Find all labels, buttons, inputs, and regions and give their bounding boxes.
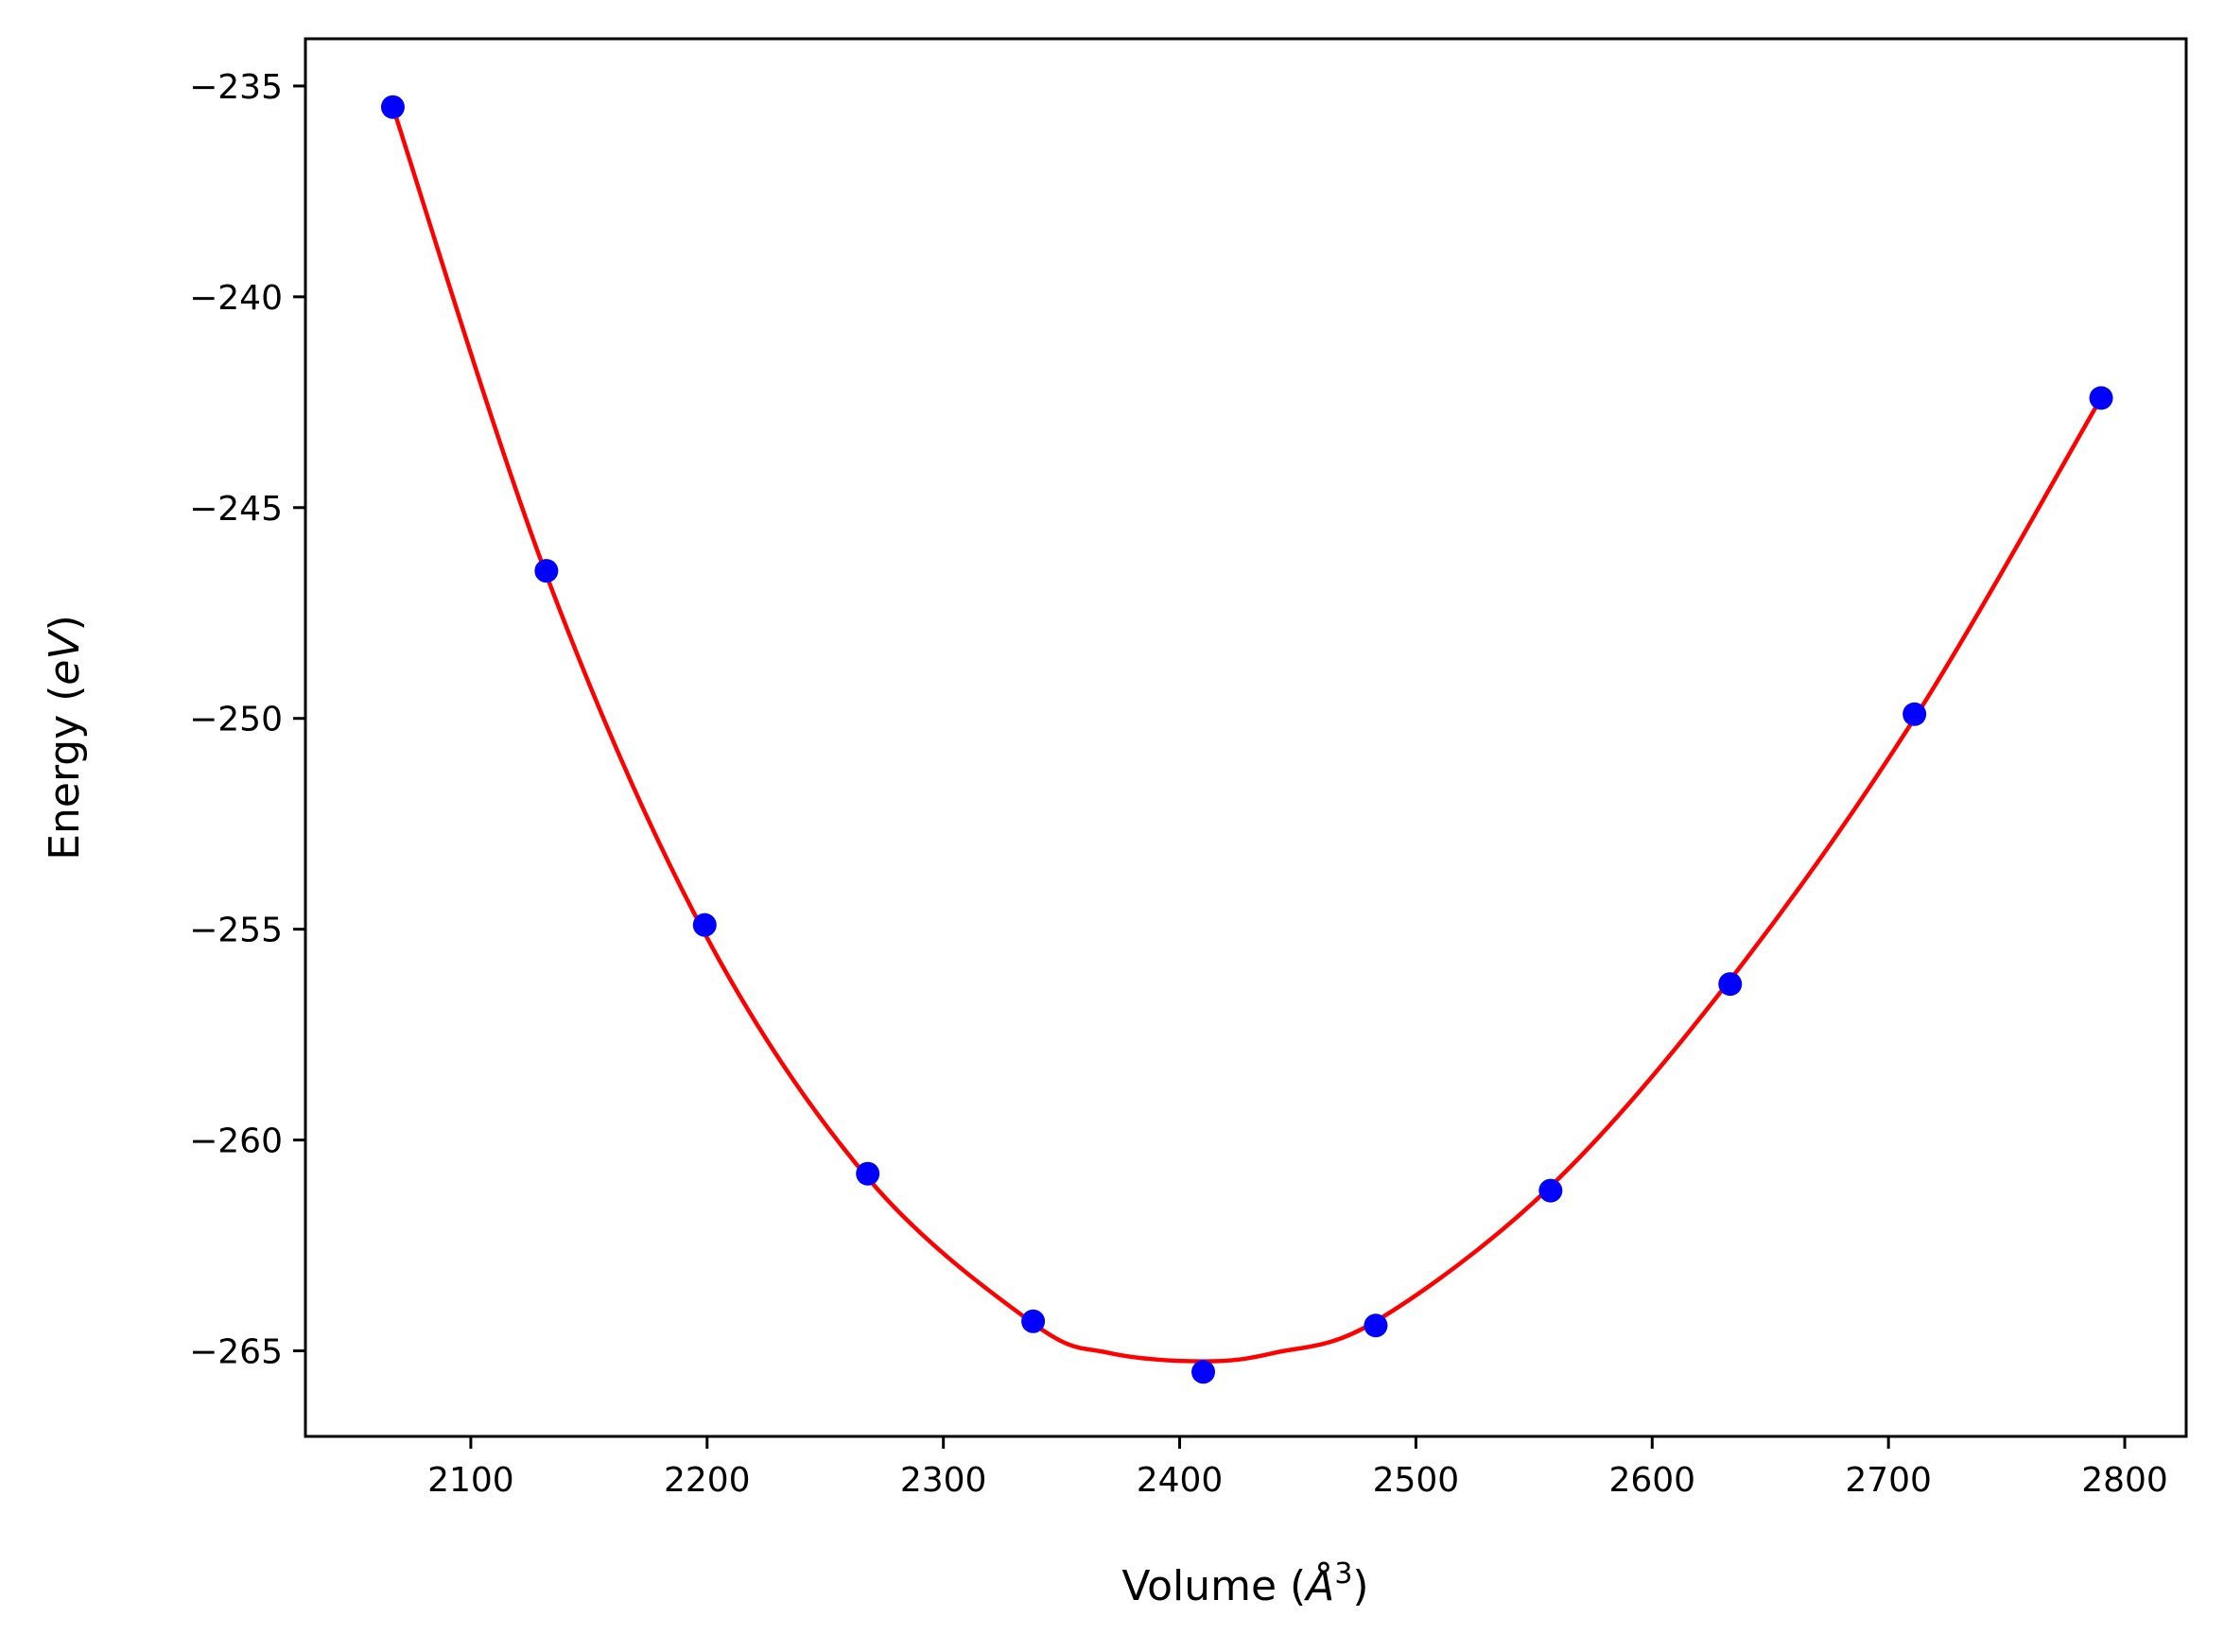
y-axis-label: Energy (eV) — [41, 615, 89, 861]
y-tick-label: −235 — [189, 68, 283, 107]
data-point — [380, 95, 405, 119]
data-point — [534, 559, 559, 583]
data-point — [1364, 1313, 1388, 1338]
plot-background — [305, 39, 2186, 1436]
y-tick-label: −265 — [189, 1332, 283, 1371]
y-tick-label: −245 — [189, 490, 283, 529]
data-point — [856, 1161, 880, 1186]
y-tick-label: −260 — [189, 1122, 283, 1161]
x-tick-label: 2400 — [1137, 1461, 1224, 1500]
data-point — [1903, 702, 1927, 726]
x-tick-label: 2100 — [427, 1461, 514, 1500]
y-tick-label: −255 — [189, 912, 283, 950]
x-tick-label: 2500 — [1373, 1461, 1460, 1500]
x-tick-label: 2300 — [900, 1461, 987, 1500]
x-tick-label: 2600 — [1608, 1461, 1695, 1500]
x-tick-label: 2800 — [2081, 1461, 2168, 1500]
data-point — [1021, 1309, 1046, 1333]
x-axis-ticks: 2100 2200 2300 2400 2500 2600 2700 2800 — [427, 1436, 2168, 1500]
fit-curve-line — [391, 104, 2104, 1364]
x-tick-label: 2200 — [664, 1461, 751, 1500]
data-point — [1538, 1178, 1563, 1203]
data-points-layer — [380, 95, 2113, 1384]
y-axis-ticks: −235 −240 −245 −250 −255 −260 −265 — [189, 68, 305, 1371]
data-point — [692, 913, 717, 937]
y-tick-label: −250 — [189, 701, 283, 739]
plot-frame — [304, 37, 2188, 1438]
fit-curve-layer — [391, 104, 2104, 1364]
data-point — [1191, 1360, 1216, 1384]
y-tick-label: −240 — [189, 279, 283, 318]
x-axis-label: Volume (Å3) — [1121, 1557, 1368, 1610]
x-tick-label: 2700 — [1845, 1461, 1932, 1500]
data-point — [1718, 972, 1743, 997]
data-point — [2089, 386, 2113, 410]
